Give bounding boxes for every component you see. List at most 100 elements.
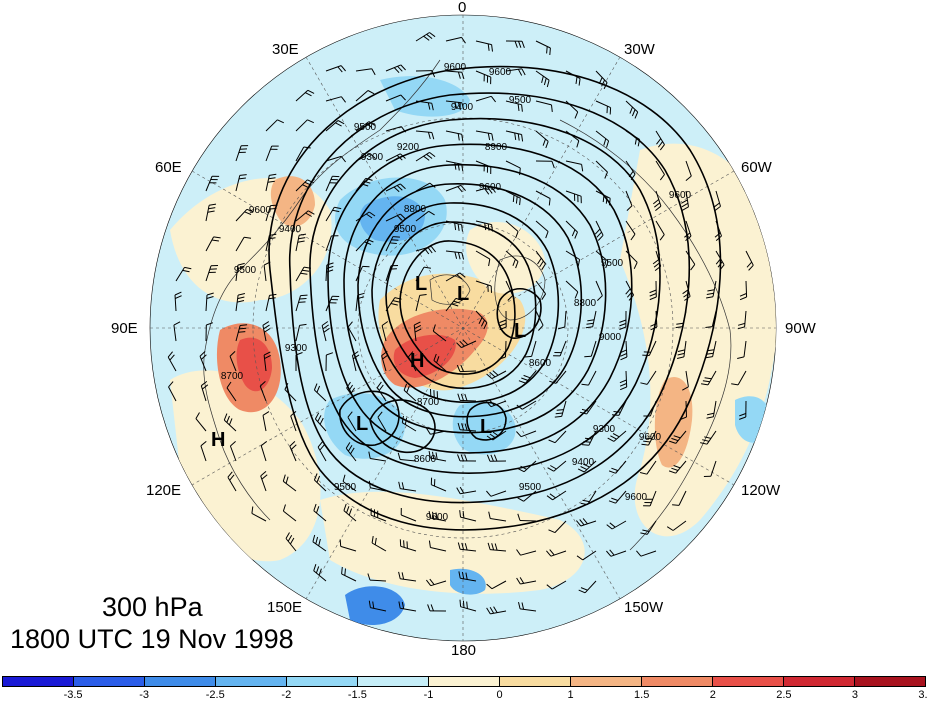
contour-label: 8700: [221, 371, 244, 382]
wind-barb-flag: [260, 471, 267, 477]
wind-barb-flag: [268, 177, 276, 180]
wind-barb-flag: [408, 351, 414, 358]
wind-barb-flag: [304, 92, 312, 97]
wind-barb-flag: [461, 37, 466, 44]
wind-barb-flag: [337, 120, 345, 125]
wind-barb-flag: [299, 323, 307, 326]
wind-barb-flag: [461, 102, 465, 110]
wind-barb-shaft: [744, 310, 747, 327]
wind-barb-shaft: [625, 100, 639, 113]
wind-barb-shaft: [712, 340, 717, 357]
wind-barb-flag: [602, 195, 605, 203]
wind-barb-flag: [486, 490, 492, 497]
wind-barb-flag: [605, 196, 608, 204]
wind-barb-flag: [706, 352, 714, 355]
wind-barb-shaft: [745, 250, 754, 266]
wind-barb-shaft: [345, 447, 357, 462]
wind-barb-flag: [427, 247, 433, 254]
wind-barb-flag: [340, 65, 346, 72]
wind-barb-flag: [391, 239, 399, 241]
colorbar-tick-label: 3: [851, 689, 858, 701]
wind-barb-flag: [517, 468, 525, 473]
wind-barb-flag: [498, 356, 506, 360]
wind-barb-flag: [238, 177, 246, 180]
wind-barb-shaft: [199, 356, 207, 372]
wind-barb-shaft: [523, 490, 537, 502]
wind-barb-shaft: [559, 340, 567, 357]
wind-barb-flag: [366, 238, 374, 243]
wind-barb-flag: [357, 292, 365, 296]
wind-barb-shaft: [295, 146, 305, 162]
wind-barb-shaft: [235, 208, 248, 222]
wind-barb-flag: [343, 503, 347, 511]
wind-barb-flag: [519, 198, 521, 206]
wind-barb-flag: [486, 607, 491, 615]
contour-label: 9200: [397, 142, 420, 153]
wind-barb-shaft: [430, 395, 447, 402]
wind-barb-flag: [454, 101, 458, 109]
wind-barb-shaft: [400, 459, 417, 462]
wind-barb-flag: [652, 259, 659, 265]
wind-barb-flag: [426, 428, 431, 435]
wind-barb-flag: [639, 472, 648, 475]
wind-barb-flag: [701, 383, 709, 386]
contour-label: 9600: [489, 67, 512, 78]
wind-barb-flag: [507, 295, 514, 301]
wind-barb-flag: [685, 175, 692, 181]
wind-barb-flag: [378, 384, 384, 391]
contour-label: 9400: [451, 102, 474, 113]
wind-barb-flag: [457, 102, 461, 110]
wind-barb-flag: [514, 40, 518, 48]
wind-barb-flag: [650, 323, 657, 327]
wind-barb-flag: [433, 353, 437, 361]
wind-barb-flag: [659, 234, 665, 241]
wind-barb-shaft: [707, 370, 717, 386]
wind-barb-shaft: [325, 296, 333, 312]
wind-barb-shaft: [625, 190, 633, 206]
wind-barb-flag: [714, 232, 721, 238]
wind-barb-flag: [737, 322, 746, 326]
wind-barb-flag: [461, 252, 465, 260]
wind-barb-flag: [577, 259, 581, 267]
wind-barb-flag: [347, 444, 353, 452]
wind-barb-flag: [521, 377, 528, 381]
system-low-okhotsk: L: [356, 413, 368, 435]
wind-barb-flag: [319, 417, 324, 425]
wind-barb-flag: [460, 364, 464, 372]
wind-barb-flag: [377, 411, 383, 418]
wind-barb-flag: [300, 272, 308, 275]
wind-barb-flag: [457, 454, 461, 462]
wind-barb-flag: [643, 440, 651, 443]
wind-barb-flag: [548, 198, 551, 206]
wind-barb-shaft: [715, 250, 725, 266]
wind-barb-flag: [199, 351, 206, 357]
wind-barb-shaft: [312, 541, 327, 552]
wind-barb-flag: [681, 199, 688, 204]
wind-barb-flag: [488, 511, 491, 519]
wind-barb-flag: [484, 188, 490, 195]
wind-barb-flag: [580, 466, 588, 471]
wind-barb-flag: [546, 80, 550, 88]
wind-barb-shaft: [415, 266, 425, 282]
wind-barb-shaft: [505, 100, 522, 106]
wind-barb-flag: [456, 274, 463, 280]
wind-barb-flag: [489, 371, 496, 378]
colorbar-tick-label: -2: [281, 689, 292, 701]
wind-barb-flag: [557, 326, 565, 330]
wind-barb-flag: [396, 185, 403, 191]
wind-barb-shaft: [343, 510, 357, 522]
wind-barb-shaft: [403, 389, 417, 402]
wind-barb-shaft: [475, 310, 488, 324]
wind-barb-flag: [436, 356, 440, 363]
wind-barb-flag: [237, 293, 246, 296]
wind-barb-flag: [423, 35, 430, 41]
title-level: 300 hPa: [102, 592, 203, 622]
wind-barb-flag: [277, 119, 285, 124]
wind-barb-shaft: [295, 235, 300, 252]
contour-label: 9600: [444, 62, 467, 73]
wind-barb-shaft: [492, 430, 507, 441]
wind-barb-shaft: [205, 294, 208, 312]
wind-barb-flag: [464, 454, 468, 462]
wind-barb-shaft: [341, 573, 357, 582]
contour-label: 9600: [639, 432, 662, 443]
